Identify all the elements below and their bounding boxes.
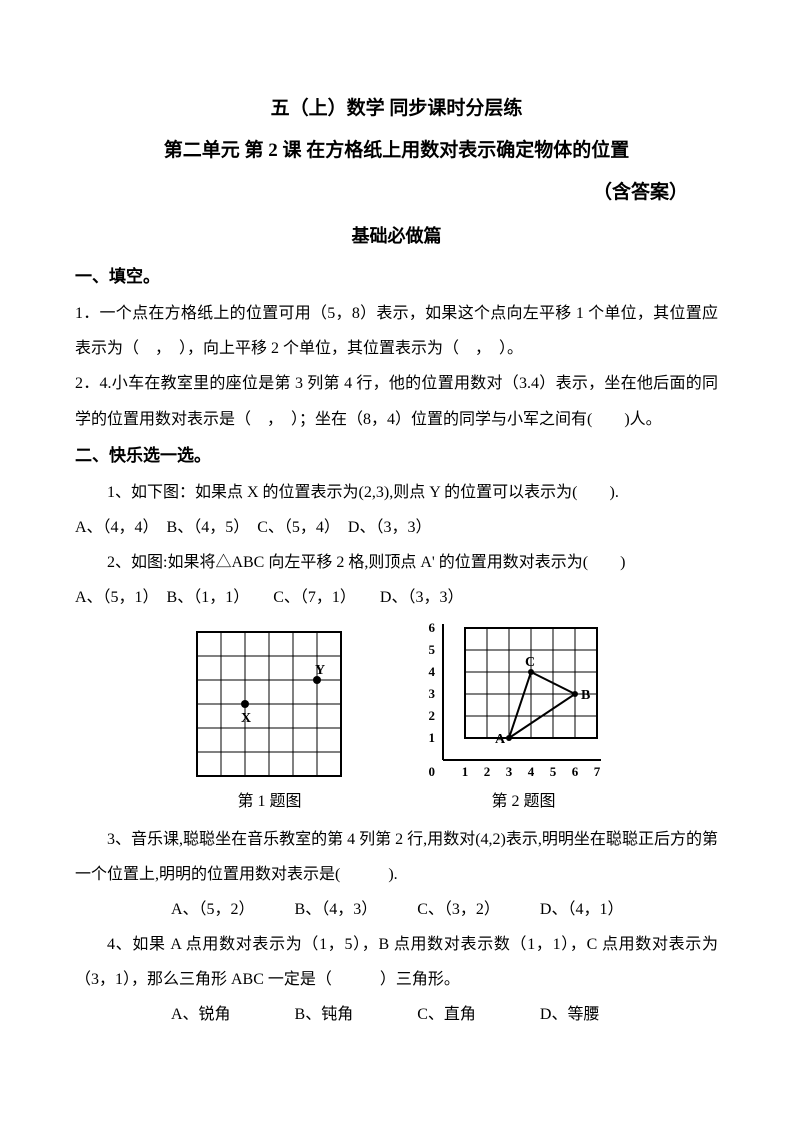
q2-1-stem: 1、如下图：如果点 X 的位置表示为(2,3),则点 Y 的位置可以表示为( )… [75, 475, 718, 510]
svg-text:5: 5 [549, 764, 556, 779]
svg-text:3: 3 [428, 686, 435, 701]
figure-1: XY [191, 626, 361, 782]
q2-3-options: A、（5，2） B、（4，3） C、（3，2） D、（4，1） [75, 892, 718, 927]
q2-2-stem: 2、如图:如果将△ABC 向左平移 2 格,则顶点 A' 的位置用数对表示为( … [75, 545, 718, 580]
fig1-caption: 第 1 题图 [237, 786, 301, 818]
svg-text:4: 4 [527, 764, 534, 779]
page-title: 五（上）数学 同步课时分层练 [75, 90, 718, 128]
figure-2-svg: 12345671234560ABC [421, 622, 603, 782]
svg-text:6: 6 [571, 764, 578, 779]
q2-1-options: A、（4，4） B、（4，5） C、（5，4） D、（3，3） [75, 510, 718, 545]
answers-note: （含答案） [75, 174, 718, 212]
figure-captions: 第 1 题图 第 2 题图 [75, 786, 718, 818]
section2-heading: 二、快乐选一选。 [75, 439, 718, 473]
svg-text:6: 6 [428, 622, 435, 635]
section1-heading: 一、填空。 [75, 260, 718, 294]
svg-text:2: 2 [428, 708, 435, 723]
svg-text:3: 3 [505, 764, 512, 779]
q2-2-options: A、（5，1） B、（1，1） C、（7，1） D、（3，3） [75, 580, 718, 615]
page-subtitle: 第二单元 第 2 课 在方格纸上用数对表示确定物体的位置 [75, 132, 718, 170]
svg-text:7: 7 [593, 764, 600, 779]
svg-text:B: B [581, 688, 590, 703]
svg-text:1: 1 [428, 730, 435, 745]
fig2-caption: 第 2 题图 [492, 786, 556, 818]
svg-text:1: 1 [461, 764, 468, 779]
section-header: 基础必做篇 [75, 218, 718, 254]
q1-1: 1．一个点在方格纸上的位置可用（5，8）表示，如果这个点向左平移 1 个单位，其… [75, 296, 718, 366]
figure-1-svg: XY [191, 626, 361, 782]
svg-text:0: 0 [428, 764, 435, 779]
svg-text:5: 5 [428, 642, 435, 657]
svg-text:C: C [525, 655, 535, 670]
q2-4-stem: 4、如果 A 点用数对表示为（1，5），B 点用数对表示数（1，1），C 点用数… [75, 927, 718, 997]
q1-2: 2．4.小车在教室里的座位是第 3 列第 4 行，他的位置用数对（3.4）表示，… [75, 366, 718, 436]
svg-text:X: X [241, 711, 251, 726]
q2-3-stem: 3、音乐课,聪聪坐在音乐教室的第 4 列第 2 行,用数对(4,2)表示,明明坐… [75, 822, 718, 892]
svg-text:A: A [495, 732, 506, 747]
figures-row: XY 12345671234560ABC [75, 622, 718, 782]
q2-4-options: A、锐角 B、钝角 C、直角 D、等腰 [75, 997, 718, 1032]
figure-2: 12345671234560ABC [421, 622, 603, 782]
svg-text:Y: Y [315, 663, 325, 678]
svg-text:4: 4 [428, 664, 435, 679]
svg-text:2: 2 [483, 764, 490, 779]
